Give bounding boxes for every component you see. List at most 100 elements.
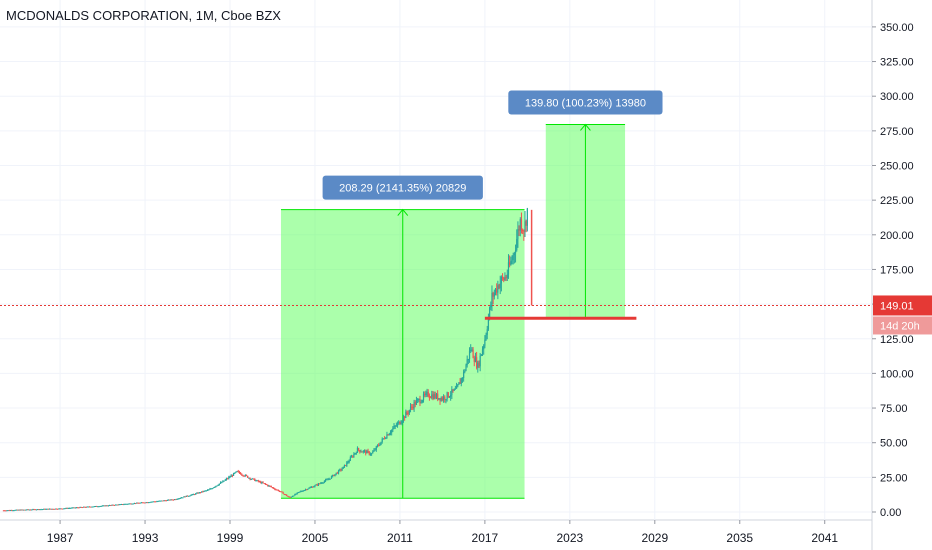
- candle-body: [430, 397, 432, 399]
- candle-body: [313, 486, 315, 488]
- candle-body: [65, 507, 67, 509]
- candle-body: [150, 501, 152, 503]
- candle-body: [173, 499, 176, 501]
- candle-body: [24, 509, 26, 511]
- candle-body: [353, 453, 355, 457]
- candle-body: [359, 450, 361, 452]
- candle-body: [261, 482, 263, 484]
- candle-body: [13, 510, 15, 512]
- candle-body: [347, 462, 349, 464]
- candle-body: [306, 489, 308, 491]
- candle-body: [426, 391, 428, 393]
- candle-body: [431, 394, 433, 398]
- candle-body: [99, 506, 101, 508]
- candle-body: [340, 469, 342, 471]
- candle-body: [192, 494, 195, 496]
- candle-body: [228, 476, 230, 479]
- candle-body: [143, 502, 145, 504]
- candle-body: [383, 438, 386, 440]
- candle-body: [212, 487, 215, 489]
- candle-body: [183, 496, 185, 498]
- price-axis[interactable]: 0.0025.0050.0075.00100.00125.00150.00175…: [872, 22, 932, 519]
- candle-body: [302, 490, 304, 492]
- candle-body: [211, 488, 213, 490]
- candle-body: [432, 394, 434, 399]
- candle-body: [189, 495, 191, 497]
- candle-body: [163, 500, 165, 502]
- candle-body: [100, 505, 102, 507]
- candle-body: [260, 481, 262, 484]
- y-tick-label: 100.00: [880, 368, 914, 380]
- candle-body: [434, 394, 436, 398]
- candle-body: [345, 464, 347, 466]
- candle-body: [333, 474, 335, 476]
- candle-body: [265, 484, 268, 486]
- candle-body: [474, 357, 477, 362]
- current-price-tag: [873, 295, 932, 316]
- candle-body: [144, 502, 146, 504]
- measurement-labels: 208.29 (2141.35%) 20829 139.80 (100.23%) …: [322, 90, 663, 200]
- candle-body: [278, 491, 281, 493]
- candle-body: [262, 482, 264, 484]
- candle-body: [248, 477, 250, 479]
- candle-body: [136, 502, 138, 504]
- candle-body: [51, 508, 53, 510]
- candle-body: [516, 239, 518, 251]
- candle-body: [411, 406, 413, 408]
- candle-body: [243, 475, 245, 477]
- candle-body: [355, 452, 357, 454]
- candle-body: [80, 506, 82, 508]
- candle-body: [231, 475, 233, 477]
- candle-body: [138, 502, 140, 504]
- candle-body: [132, 503, 134, 505]
- candle-body: [500, 277, 502, 284]
- time-axis[interactable]: 1987 1993 1999 2005 2011 2017 2023 2029 2035 2041: [47, 520, 839, 545]
- candle-body: [110, 505, 112, 507]
- candle-body: [481, 349, 484, 355]
- candle-body: [217, 484, 219, 486]
- candle-body: [447, 392, 449, 398]
- candle-body: [176, 498, 178, 500]
- candle-body: [392, 428, 394, 430]
- candle-body: [223, 480, 225, 482]
- candle-body: [341, 468, 343, 471]
- candle-body: [513, 253, 515, 256]
- candle-body: [463, 371, 465, 379]
- candle-body: [489, 307, 491, 318]
- candle-body: [37, 509, 39, 511]
- candle-body: [418, 399, 420, 401]
- candle-body: [87, 506, 89, 508]
- candle-body: [526, 208, 528, 226]
- candle-body: [510, 261, 512, 265]
- candle-body: [438, 398, 440, 400]
- candle-body: [472, 349, 474, 359]
- candle-body: [21, 509, 23, 511]
- candle-body: [125, 503, 127, 505]
- candle-body: [491, 293, 493, 305]
- candle-body: [402, 416, 405, 422]
- candle-body: [368, 451, 370, 455]
- candle-body: [445, 399, 447, 401]
- current-price-label: 149.01: [880, 300, 914, 312]
- candle-body: [19, 509, 21, 511]
- candle-body: [71, 507, 73, 509]
- candle-body: [5, 510, 7, 512]
- candle-body: [219, 482, 222, 484]
- candle-body: [130, 503, 132, 505]
- candle-body: [253, 478, 255, 480]
- candle-body: [251, 478, 254, 480]
- candle-body: [6, 510, 8, 512]
- candle-body: [171, 499, 173, 501]
- chart-title: MCDONALDS CORPORATION, 1M, Cboe BZX: [6, 8, 281, 23]
- candle-body: [44, 508, 46, 510]
- candle-body: [151, 501, 153, 503]
- candle-body: [68, 507, 71, 509]
- candle-body: [74, 507, 77, 509]
- candle-body: [275, 489, 277, 491]
- candle-body: [309, 487, 311, 489]
- candle-body: [94, 506, 97, 508]
- candle-body: [415, 400, 418, 405]
- candle-body: [123, 504, 125, 506]
- candle-body: [361, 451, 363, 453]
